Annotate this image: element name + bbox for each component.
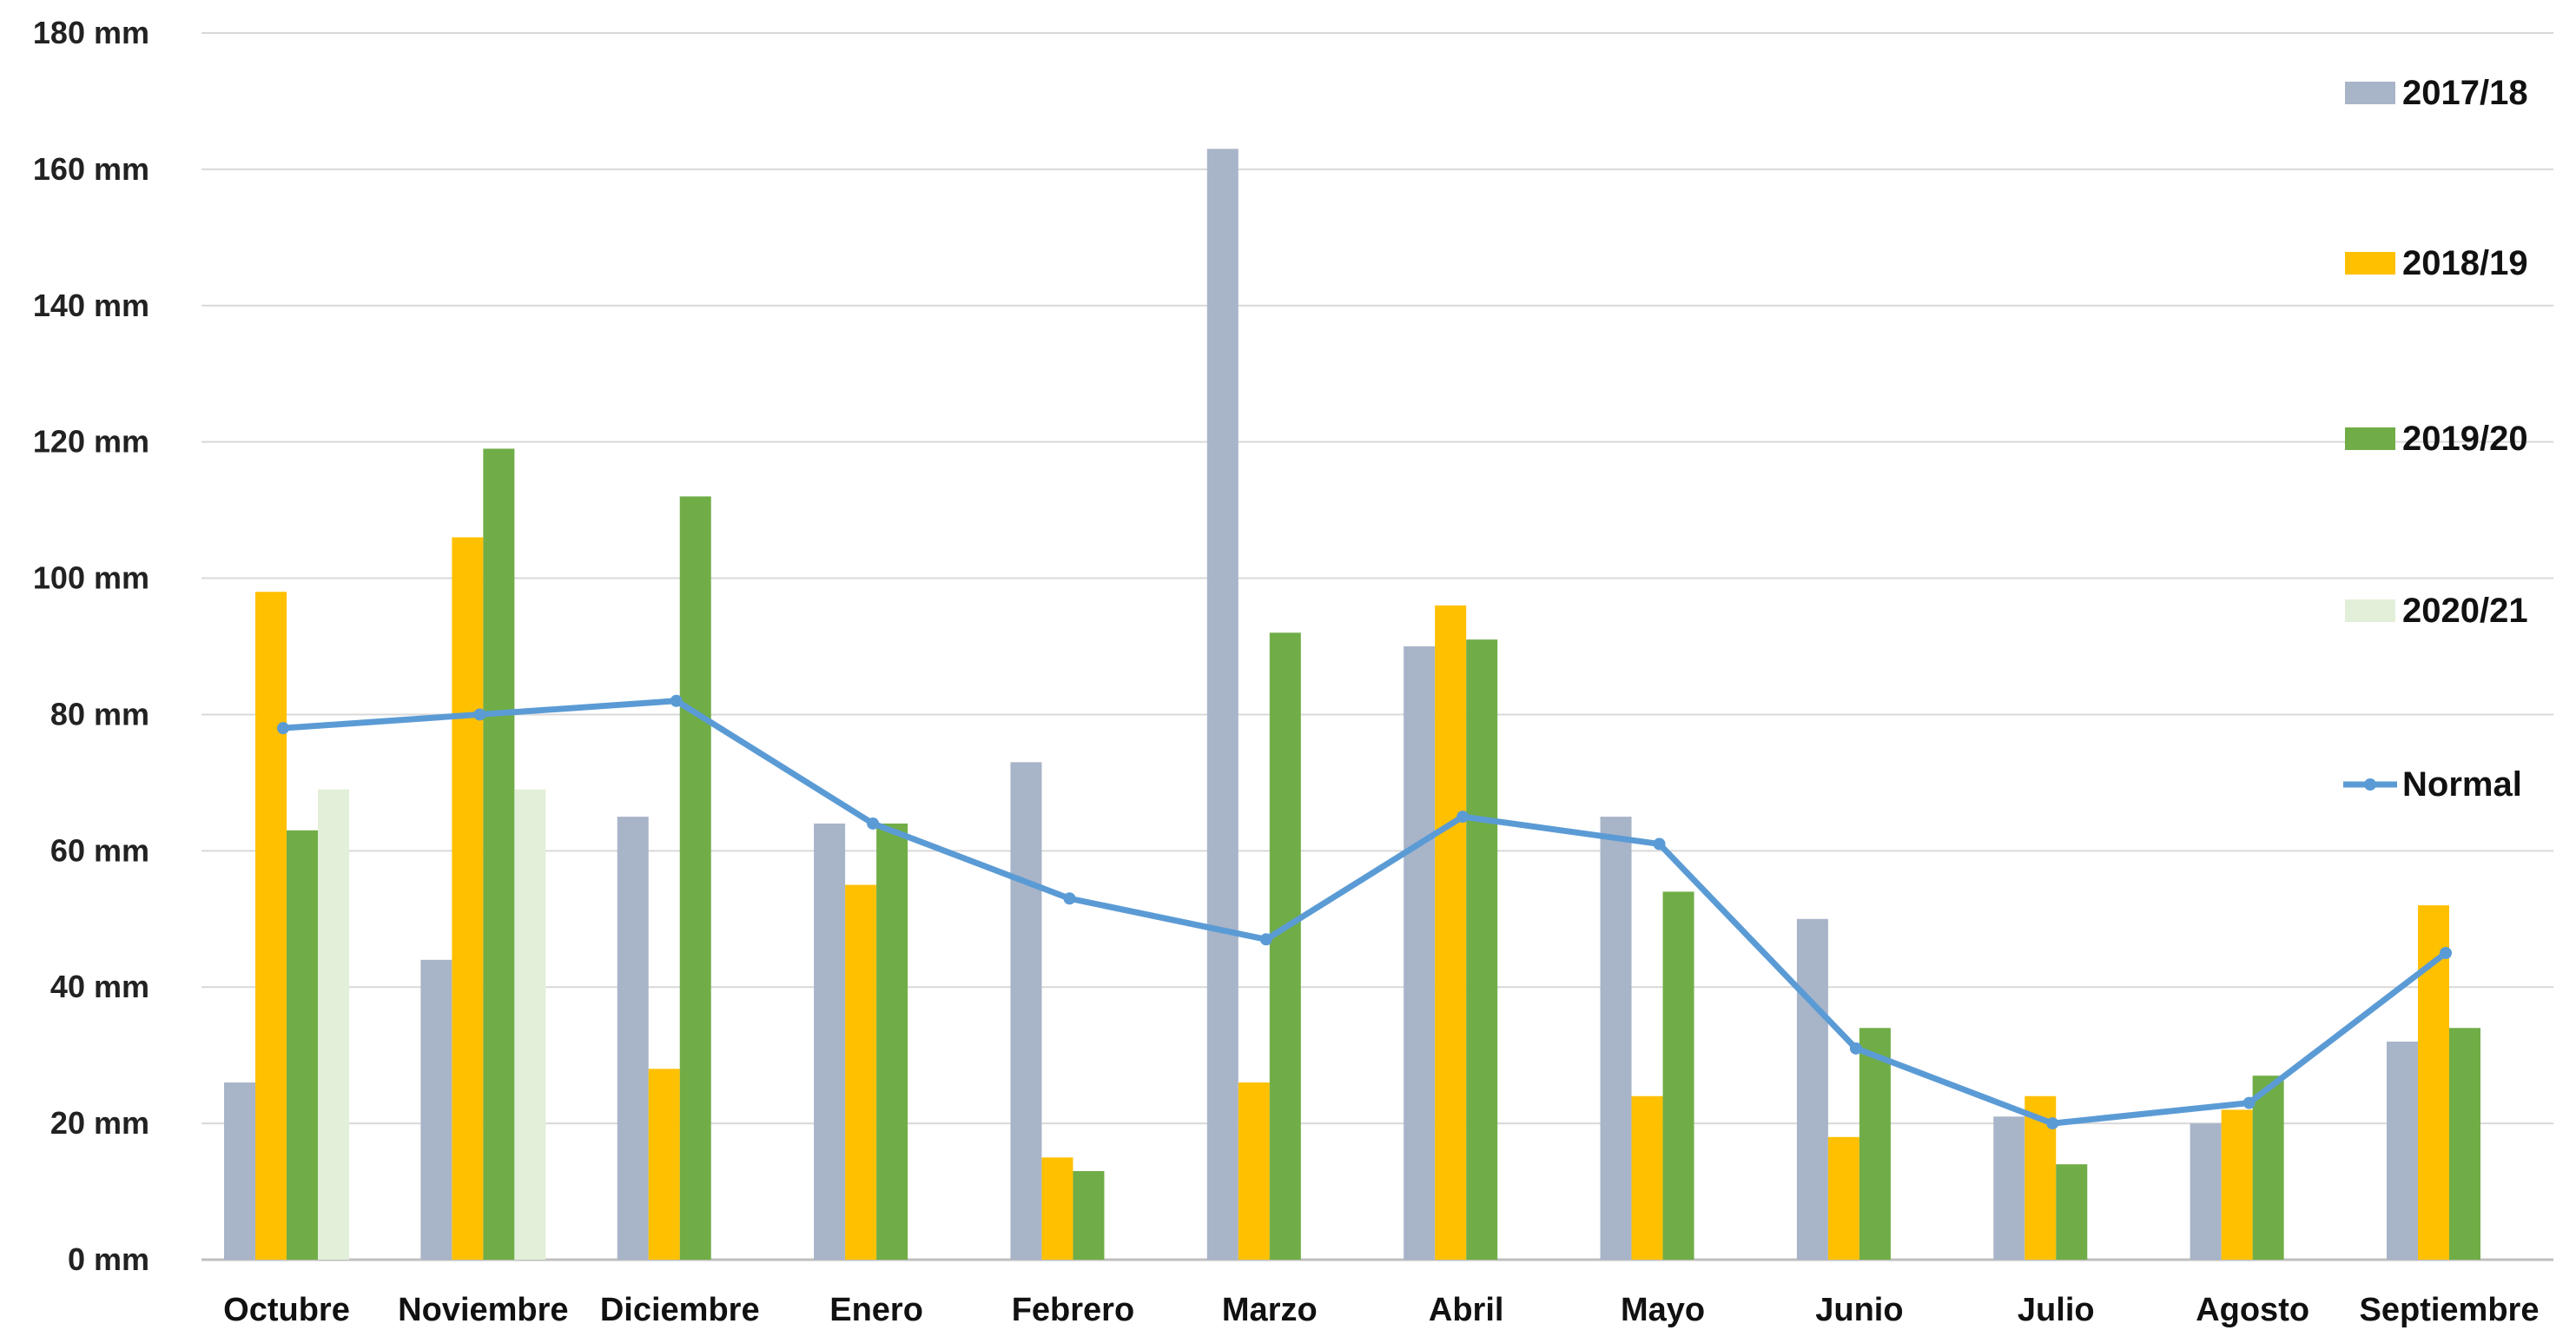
x-tick-label: Septiembre xyxy=(2360,1292,2540,1328)
bar-2018-19-abril xyxy=(1435,605,1467,1260)
x-tick-label: Febrero xyxy=(1012,1292,1134,1328)
legend-label: Normal xyxy=(2402,765,2522,804)
bar-2017-18-enero xyxy=(814,823,846,1260)
legend: 2017/18 2018/19 2019/20 2020/21 Normal xyxy=(2343,74,2528,804)
x-tick-label: Julio xyxy=(2018,1292,2095,1328)
bar-2018-19-noviembre xyxy=(452,537,484,1260)
y-axis-ticks: 0 mm 20 mm 40 mm 60 mm 80 mm 100 mm 120 mm 140 … xyxy=(33,15,149,1277)
legend-swatch xyxy=(2345,82,2395,104)
y-tick-label: 20 mm xyxy=(50,1105,149,1141)
bar-2019-20-junio xyxy=(1859,1028,1891,1260)
point-normal-diciembre xyxy=(670,694,683,707)
bar-2018-19-octubre xyxy=(255,592,287,1260)
x-tick-label: Enero xyxy=(829,1292,923,1328)
bar-2020-21-octubre xyxy=(318,789,349,1260)
x-tick-label: Octubre xyxy=(223,1292,350,1328)
point-normal-octubre xyxy=(277,722,289,735)
y-tick-label: 180 mm xyxy=(33,15,149,50)
point-normal-septiembre xyxy=(2440,947,2452,959)
point-normal-febrero xyxy=(1063,892,1076,905)
bar-2019-20-abril xyxy=(1466,639,1498,1260)
x-tick-label: Marzo xyxy=(1222,1292,1318,1328)
bar-2017-18-febrero xyxy=(1010,762,1042,1260)
bar-2017-18-septiembre xyxy=(2387,1041,2418,1260)
bar-2017-18-noviembre xyxy=(420,959,452,1260)
bar-2019-20-febrero xyxy=(1073,1171,1105,1260)
gridlines xyxy=(201,32,2553,1261)
point-normal-agosto xyxy=(2242,1096,2256,1109)
bar-2017-18-diciembre xyxy=(617,817,649,1260)
y-tick-label: 120 mm xyxy=(33,424,149,460)
x-tick-label: Noviembre xyxy=(398,1292,568,1328)
legend-label: 2018/19 xyxy=(2402,244,2528,282)
bar-2019-20-mayo xyxy=(1662,891,1694,1260)
point-normal-julio xyxy=(2046,1117,2059,1130)
bar-2017-18-octubre xyxy=(224,1082,255,1260)
legend-swatch xyxy=(2345,252,2395,275)
bar-2018-19-marzo xyxy=(1238,1082,1270,1260)
bar-2019-20-marzo xyxy=(1269,632,1301,1260)
y-tick-label: 0 mm xyxy=(68,1241,149,1277)
y-tick-label: 140 mm xyxy=(33,288,149,323)
bar-2018-19-enero xyxy=(845,884,877,1260)
bar-2018-19-diciembre xyxy=(648,1069,680,1260)
x-tick-label: Mayo xyxy=(1621,1292,1705,1328)
y-tick-label: 160 mm xyxy=(33,151,149,187)
bar-2019-20-enero xyxy=(876,823,908,1260)
legend-swatch xyxy=(2345,599,2395,622)
point-normal-junio xyxy=(1849,1042,1862,1055)
x-tick-label: Diciembre xyxy=(600,1292,760,1328)
bar-2017-18-junio xyxy=(1796,918,1828,1260)
x-tick-label: Abril xyxy=(1429,1292,1504,1328)
legend-swatch xyxy=(2345,427,2395,450)
x-tick-label: Agosto xyxy=(2196,1292,2309,1328)
point-normal-noviembre xyxy=(473,708,486,721)
y-tick-label: 100 mm xyxy=(33,560,149,596)
bar-2019-20-noviembre xyxy=(483,448,515,1260)
y-tick-label: 40 mm xyxy=(50,969,149,1004)
bar-2019-20-agosto xyxy=(2252,1076,2284,1260)
bar-2019-20-septiembre xyxy=(2449,1028,2480,1260)
bar-2020-21-noviembre xyxy=(514,789,546,1260)
series-line-normal xyxy=(282,698,2448,1127)
bar-2018-19-mayo xyxy=(1631,1095,1663,1260)
bar-2017-18-abril xyxy=(1404,646,1436,1260)
y-tick-label: 80 mm xyxy=(50,696,149,731)
y-tick-label: 60 mm xyxy=(50,832,149,868)
normal-line xyxy=(277,694,2452,1130)
bar-2018-19-febrero xyxy=(1041,1157,1073,1260)
x-axis-labels: Octubre Noviembre Diciembre Enero Febrero Mar… xyxy=(223,1292,2539,1328)
bar-2018-19-junio xyxy=(1827,1136,1859,1260)
bar-2018-19-agosto xyxy=(2221,1109,2253,1260)
x-tick-label: Junio xyxy=(1815,1292,1903,1328)
legend-label: 2019/20 xyxy=(2402,420,2528,458)
point-normal-enero xyxy=(867,817,880,830)
point-normal-marzo xyxy=(1259,933,1272,946)
point-normal-mayo xyxy=(1653,837,1666,851)
legend-marker xyxy=(2364,778,2376,791)
bars xyxy=(224,149,2480,1260)
legend-label: 2020/21 xyxy=(2402,592,2528,630)
bar-2017-18-marzo xyxy=(1206,149,1238,1260)
bar-2017-18-julio xyxy=(1993,1116,2025,1260)
legend-label: 2017/18 xyxy=(2402,74,2528,112)
point-normal-abril xyxy=(1456,811,1470,824)
bar-2019-20-octubre xyxy=(287,830,318,1260)
bar-2019-20-diciembre xyxy=(679,496,711,1260)
bar-2017-18-agosto xyxy=(2190,1123,2222,1260)
bar-2017-18-mayo xyxy=(1600,817,1632,1260)
bar-2019-20-julio xyxy=(2056,1164,2088,1260)
